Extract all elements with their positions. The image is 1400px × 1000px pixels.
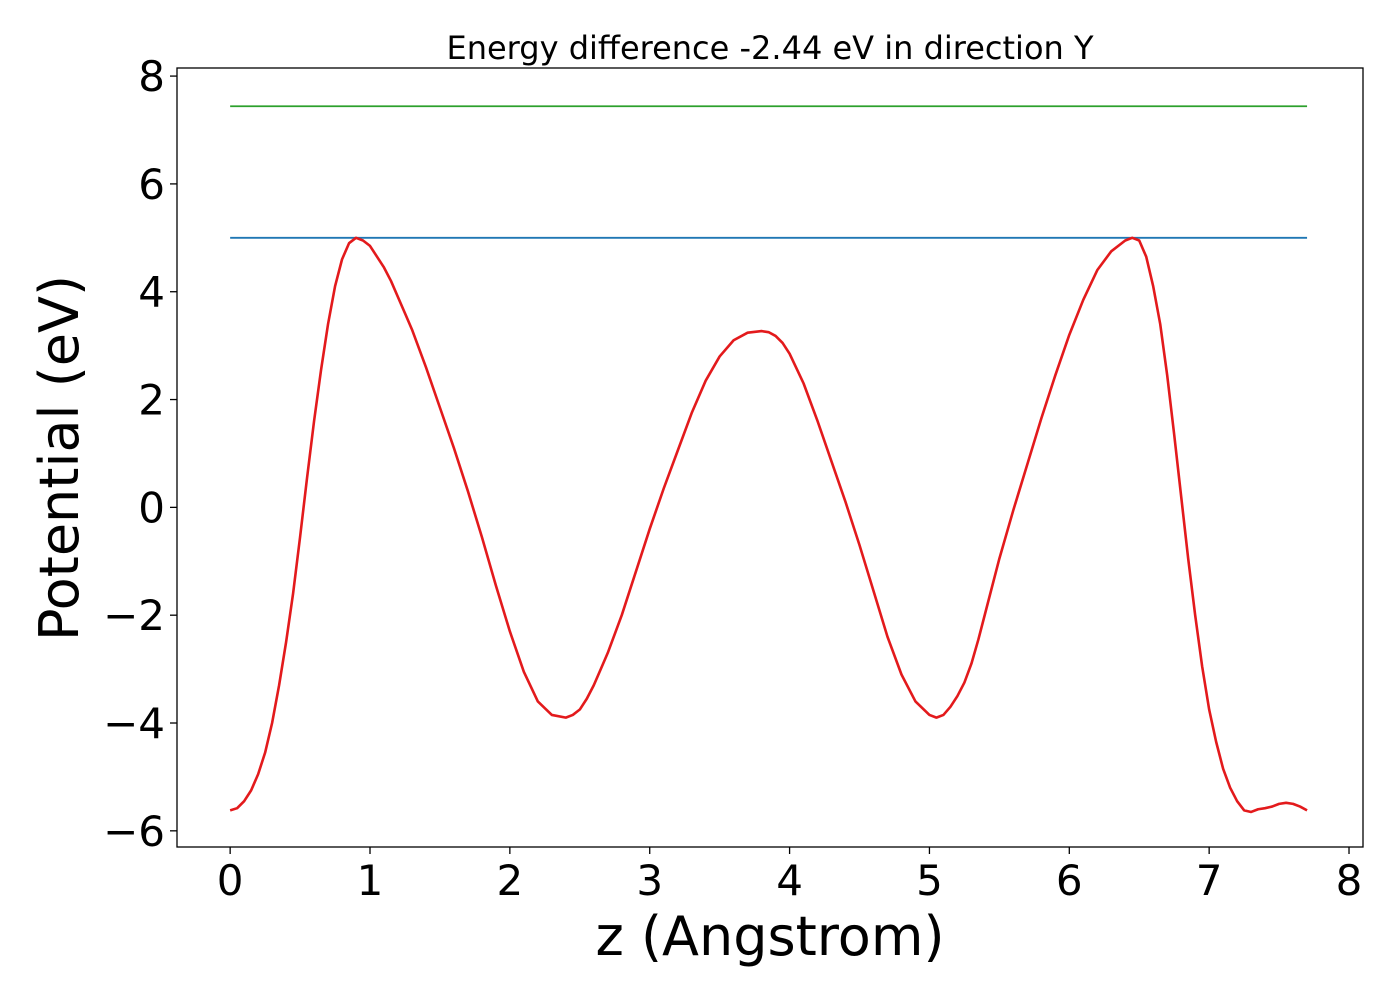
- x-tick-label: 8: [1336, 856, 1363, 905]
- y-tick-label: 2: [138, 376, 165, 425]
- x-tick-label: 6: [1056, 856, 1083, 905]
- x-tick-label: 0: [217, 856, 244, 905]
- y-tick-label: −2: [103, 591, 165, 640]
- x-tick-label: 2: [496, 856, 523, 905]
- x-axis-label: z (Angstrom): [595, 905, 944, 968]
- x-tick-label: 1: [357, 856, 384, 905]
- x-axis: 0 1 2 3 4 5 6 7 8: [217, 847, 1363, 905]
- x-tick-label: 4: [776, 856, 803, 905]
- y-tick-label: 0: [138, 483, 165, 532]
- x-tick-label: 7: [1196, 856, 1223, 905]
- y-axis-label: Potential (eV): [28, 275, 91, 641]
- y-tick-label: 8: [138, 52, 165, 101]
- series-line-3: [229, 236, 1308, 814]
- y-tick-label: −4: [103, 699, 165, 748]
- y-tick-label: 4: [138, 268, 165, 317]
- x-tick-label: 3: [636, 856, 663, 905]
- plot-area: [229, 105, 1308, 814]
- plot-frame: [176, 67, 1364, 848]
- y-axis: −6 −4 −2 0 2 4 6 8: [103, 52, 177, 856]
- x-tick-label: 5: [916, 856, 943, 905]
- chart-title: Energy difference -2.44 eV in direction …: [446, 29, 1093, 67]
- y-tick-label: −6: [103, 807, 165, 856]
- y-tick-label: 6: [138, 160, 165, 209]
